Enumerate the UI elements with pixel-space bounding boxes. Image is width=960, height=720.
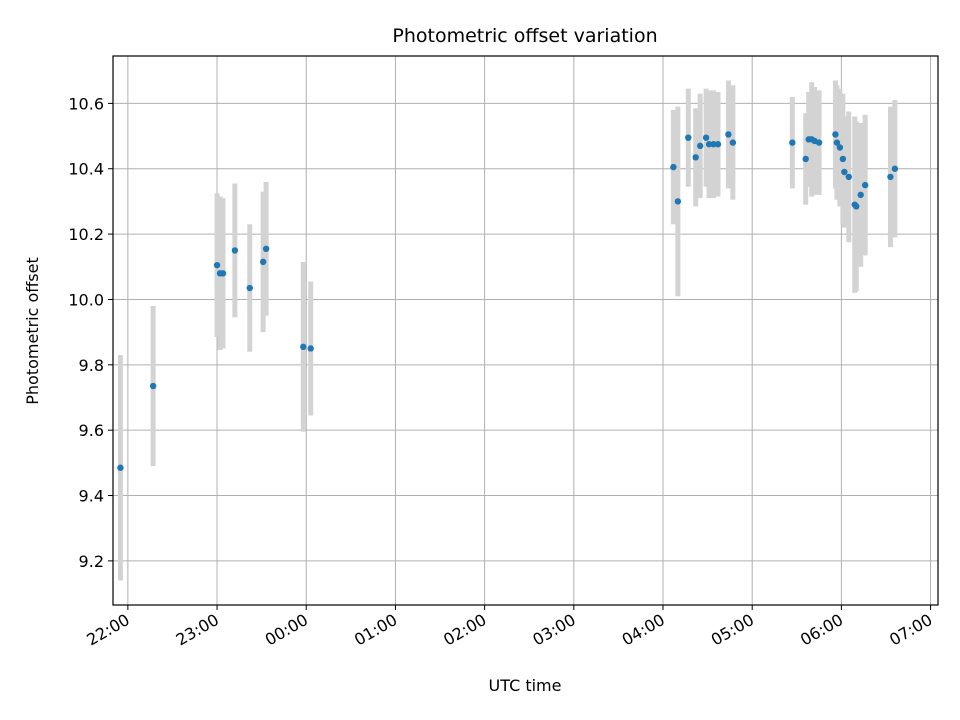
x-tick-label: 05:00 [708,610,757,650]
data-point [307,345,314,352]
data-point [839,155,847,163]
y-tick-label: 10.6 [68,94,104,113]
x-tick-label: 01:00 [351,610,400,650]
data-point [714,141,722,148]
data-point [710,141,717,148]
x-tick-label: 02:00 [440,610,489,650]
data-point [815,139,823,146]
data-point [725,131,732,138]
y-axis-label: Photometric offset [23,257,42,405]
data-point [685,134,692,141]
data-point [231,247,239,254]
data-point [861,181,869,189]
x-tick-label: 06:00 [797,610,846,650]
data-point [891,165,899,172]
data-point [887,173,894,181]
data-point [692,154,699,161]
data-point [117,464,124,471]
y-tick-label: 10.4 [68,160,104,179]
data-point [219,270,227,277]
y-axis: 9.2 9.4 9.6 9.8 10.0 10.2 10.4 10.6 [68,94,113,571]
data-point [213,261,221,269]
x-tick-label: 04:00 [619,610,668,650]
data-point [789,139,796,146]
data-point [149,382,157,390]
error-bars [117,80,898,581]
y-tick-label: 9.2 [79,552,104,571]
data-point [259,258,267,266]
x-tick-label: 22:00 [83,610,132,650]
data-points [117,131,899,471]
y-tick-label: 9.4 [79,487,104,506]
plot-frame [112,55,939,606]
x-axis-label: UTC time [489,676,562,695]
x-tick-label: 03:00 [529,610,578,650]
x-tick-label: 23:00 [173,610,222,650]
data-point [246,284,253,292]
data-point [836,144,844,151]
data-point [300,343,307,351]
x-tick-label: 07:00 [886,610,935,650]
data-point [262,245,270,253]
data-point [853,203,860,210]
chart-title: Photometric offset variation [392,25,657,47]
data-point [670,163,677,171]
data-point [857,191,864,199]
y-tick-label: 10.2 [68,225,104,244]
data-point [705,141,713,148]
data-point [802,155,809,163]
y-tick-label: 9.8 [79,356,104,375]
data-point [832,131,839,138]
data-point [833,139,841,146]
y-tick-label: 10.0 [68,290,104,309]
data-point [841,168,848,176]
data-point [729,139,737,146]
x-axis: 22:00 23:00 00:00 01:00 02:00 03:00 04:00 05:00… [83,605,936,650]
grid [113,56,938,605]
y-tick-label: 9.6 [79,421,104,440]
x-tick-label: 00:00 [262,610,311,650]
data-point [702,134,710,141]
data-point [845,173,853,181]
data-point [696,142,704,150]
data-point [674,198,682,205]
